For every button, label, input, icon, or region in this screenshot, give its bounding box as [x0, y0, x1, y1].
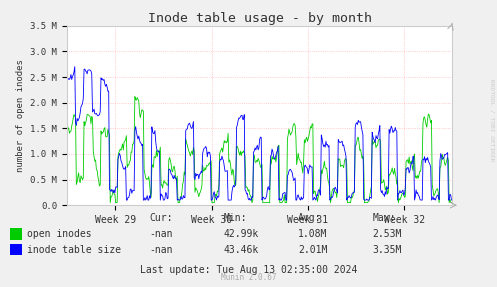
Text: Munin 2.0.67: Munin 2.0.67 — [221, 273, 276, 282]
Text: Cur:: Cur: — [149, 213, 172, 223]
Text: -nan: -nan — [149, 245, 172, 255]
Text: 2.53M: 2.53M — [373, 229, 402, 239]
Text: RRDTOOL / TOBI OETIKER: RRDTOOL / TOBI OETIKER — [490, 79, 495, 162]
Title: Inode table usage - by month: Inode table usage - by month — [148, 12, 372, 25]
Text: Min:: Min: — [224, 213, 247, 223]
Text: inode table size: inode table size — [27, 245, 121, 255]
Text: 3.35M: 3.35M — [373, 245, 402, 255]
Text: 42.99k: 42.99k — [224, 229, 259, 239]
Text: Max:: Max: — [373, 213, 396, 223]
Text: 1.08M: 1.08M — [298, 229, 328, 239]
Y-axis label: number of open inodes: number of open inodes — [16, 59, 25, 172]
Text: 2.01M: 2.01M — [298, 245, 328, 255]
Text: 43.46k: 43.46k — [224, 245, 259, 255]
Text: Avg:: Avg: — [298, 213, 322, 223]
Text: -nan: -nan — [149, 229, 172, 239]
Text: open inodes: open inodes — [27, 229, 92, 239]
Text: Last update: Tue Aug 13 02:35:00 2024: Last update: Tue Aug 13 02:35:00 2024 — [140, 265, 357, 275]
